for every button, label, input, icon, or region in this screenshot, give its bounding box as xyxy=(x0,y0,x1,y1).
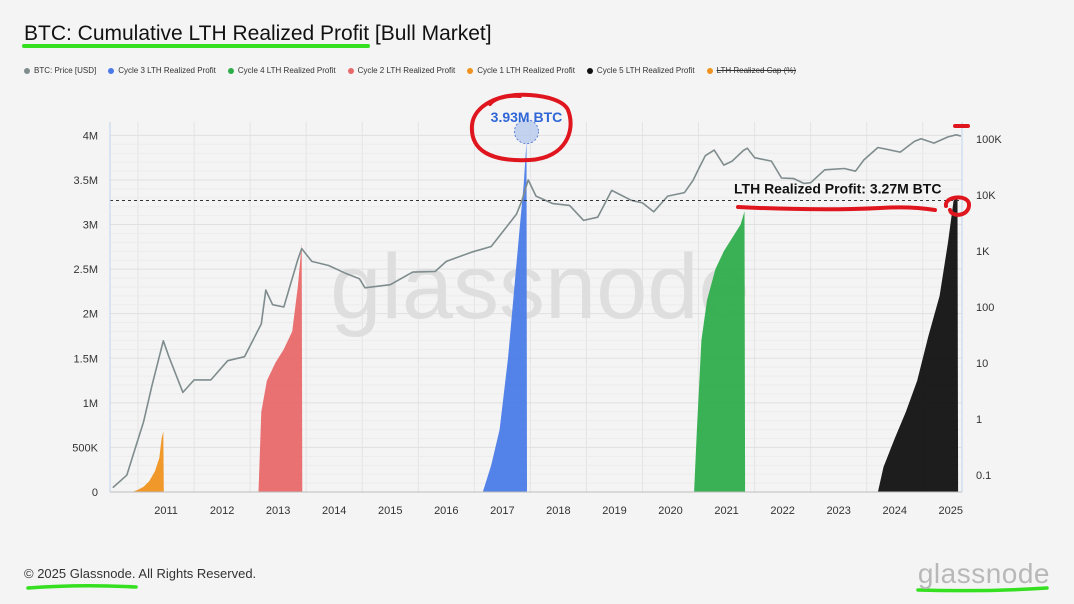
reference-underline-markup xyxy=(736,205,937,212)
x-tick-label: 2013 xyxy=(266,505,290,517)
peak-annotation-label: 3.93M BTC xyxy=(491,109,563,125)
legend-label: LTH Realized Cap (%) xyxy=(716,66,797,75)
current-value-circle-markup xyxy=(944,195,971,217)
legend-swatch xyxy=(347,67,354,74)
reference-line-label: LTH Realized Profit: 3.27M BTC xyxy=(734,180,941,196)
legend-swatch xyxy=(586,67,593,74)
profit-areas xyxy=(132,141,959,493)
y-right-tick-label: 10 xyxy=(976,358,988,370)
annotations: 3.93M BTC xyxy=(491,109,563,145)
y-right-tick-label: 100K xyxy=(976,134,1002,146)
legend-swatch xyxy=(227,67,234,74)
legend-label: Cycle 4 LTH Realized Profit xyxy=(237,66,336,75)
x-tick-label: 2025 xyxy=(939,505,963,517)
legend-item[interactable]: Cycle 2 LTH Realized Profit xyxy=(347,66,456,75)
y-left-tick-label: 3M xyxy=(83,220,98,232)
legend-item[interactable]: LTH Realized Cap (%) xyxy=(706,66,797,75)
y-left-tick-label: 500K xyxy=(72,442,98,454)
x-tick-label: 2017 xyxy=(490,505,514,517)
cycle-4-lth-realized-profit-area xyxy=(694,211,746,492)
x-tick-label: 2023 xyxy=(826,505,850,517)
copyright-prefix: © 2025 xyxy=(24,566,70,581)
legend-swatch xyxy=(24,67,30,74)
y-right-tick-label: 100 xyxy=(976,302,994,314)
x-tick-label: 2021 xyxy=(714,505,738,517)
chart-legend: BTC: Price [USD] Cycle 3 LTH Realized Pro… xyxy=(24,66,796,75)
x-tick-label: 2011 xyxy=(154,505,178,517)
y-right-tick-label: 1K xyxy=(976,246,990,258)
watermark: glassnode xyxy=(330,236,749,338)
x-tick-label: 2019 xyxy=(602,505,626,517)
legend-item[interactable]: Cycle 1 LTH Realized Profit xyxy=(467,66,575,75)
legend-item[interactable]: Cycle 4 LTH Realized Profit xyxy=(227,66,336,75)
legend-label: Cycle 5 LTH Realized Profit xyxy=(596,66,695,75)
x-tick-label: 2020 xyxy=(658,505,682,517)
legend-item[interactable]: BTC: Price [USD] xyxy=(24,66,96,75)
y-right-tick-label: 10K xyxy=(976,190,996,202)
x-tick-label: 2022 xyxy=(770,505,794,517)
hand-markup xyxy=(469,92,971,217)
legend-swatch xyxy=(706,67,713,74)
chart-title: BTC: Cumulative LTH Realized Profit [Bul… xyxy=(24,22,492,45)
legend-item[interactable]: Cycle 5 LTH Realized Profit xyxy=(586,66,695,75)
glassnode-logo: glassnode xyxy=(917,558,1050,589)
cycle-5-lth-realized-profit-area xyxy=(877,197,959,493)
price-line xyxy=(112,134,962,489)
copyright-notice: © 2025 Glassnode. All Rights Reserved. xyxy=(24,566,256,581)
copyright-suffix: . All Rights Reserved. xyxy=(131,566,257,581)
cycle-3-lth-realized-profit-area xyxy=(482,141,527,492)
peak-marker xyxy=(513,119,539,145)
y-left-tick-label: 3.5M xyxy=(74,175,98,187)
axes: 2011 2012 2013 2014 2015 2016 2017 2018 2019 2020… xyxy=(72,122,1002,517)
legend-label: Cycle 1 LTH Realized Profit xyxy=(477,66,575,75)
y-left-tick-label: 0 xyxy=(92,487,98,499)
legend-label: Cycle 3 LTH Realized Profit xyxy=(118,66,216,75)
y-left-tick-label: 2.5M xyxy=(74,264,98,276)
x-tick-label: 2014 xyxy=(322,505,346,517)
y-right-tick-label: 0.1 xyxy=(976,470,991,482)
legend-item[interactable]: Cycle 3 LTH Realized Profit xyxy=(108,66,216,75)
legend-swatch xyxy=(467,67,474,74)
y-left-tick-label: 1M xyxy=(83,398,98,410)
x-tick-label: 2024 xyxy=(882,505,906,517)
x-tick-label: 2012 xyxy=(210,505,234,517)
legend-label: BTC: Price [USD] xyxy=(34,66,97,75)
copyright-brand: Glassnode xyxy=(69,566,132,581)
x-tick-label: 2015 xyxy=(378,505,402,517)
price-line-group xyxy=(112,134,962,489)
y-right-tick-label: 1 xyxy=(976,414,982,426)
peak-circle-markup xyxy=(469,92,573,163)
reference-line-group: LTH Realized Profit: 3.27M BTC xyxy=(110,180,962,201)
legend-label: Cycle 2 LTH Realized Profit xyxy=(357,66,456,75)
cycle-1-lth-realized-profit-area xyxy=(132,431,164,492)
x-tick-label: 2016 xyxy=(434,505,458,517)
y-left-tick-label: 2M xyxy=(83,309,98,321)
legend-swatch xyxy=(108,67,115,74)
y-left-tick-label: 4M xyxy=(83,130,98,142)
y-left-tick-label: 1.5M xyxy=(74,353,98,365)
cycle-2-lth-realized-profit-area xyxy=(258,244,303,492)
x-tick-label: 2018 xyxy=(546,505,570,517)
